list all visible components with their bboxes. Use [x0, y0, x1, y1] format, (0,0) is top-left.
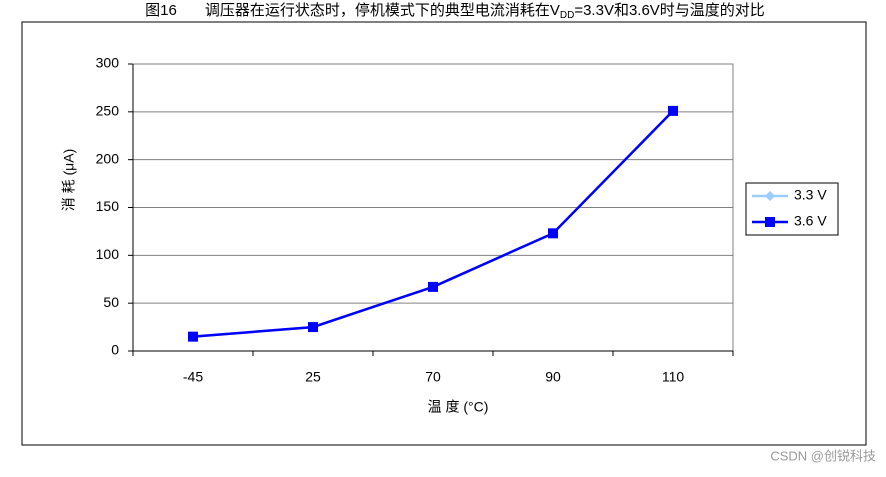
title-text: =3.3V和3.6V时与温度的对比	[574, 2, 764, 19]
y-tick-label: 300	[96, 55, 120, 71]
x-tick-label: 110	[662, 369, 685, 385]
x-tick-label: 25	[305, 369, 321, 385]
y-axis-label: 消 耗 (μA)	[61, 149, 77, 212]
y-tick-label: 250	[96, 103, 120, 119]
data-point	[668, 105, 678, 116]
y-tick-label: 100	[96, 246, 120, 262]
legend-marker	[765, 191, 775, 201]
x-tick-label: 70	[425, 369, 441, 385]
x-tick-label: -45	[183, 369, 203, 385]
y-tick-label: 50	[103, 294, 119, 310]
watermark: CSDN @创锐科技	[770, 448, 876, 463]
title-text: 调压器在运行状态时，停机模式下的典型电流消耗在V	[205, 2, 560, 19]
y-tick-label: 200	[96, 150, 120, 166]
data-point	[548, 228, 558, 239]
legend-marker	[765, 217, 775, 227]
legend-label: 3.3 V	[794, 187, 827, 203]
data-point	[188, 331, 198, 342]
figure-number: 图16	[145, 2, 177, 19]
title-subscript: DD	[560, 10, 574, 21]
y-tick-label: 0	[111, 342, 119, 358]
chart-title: 图16 调压器在运行状态时，停机模式下的典型电流消耗在VDD=3.3V和3.6V时…	[145, 2, 765, 21]
legend-label: 3.6 V	[794, 213, 827, 229]
x-axis-label: 温 度 (°C)	[428, 399, 489, 415]
x-tick-label: 90	[545, 369, 561, 385]
data-point	[428, 281, 438, 292]
chart-frame	[21, 21, 867, 446]
y-tick-label: 150	[96, 198, 120, 214]
data-point	[308, 322, 318, 333]
legend-box	[745, 182, 839, 236]
